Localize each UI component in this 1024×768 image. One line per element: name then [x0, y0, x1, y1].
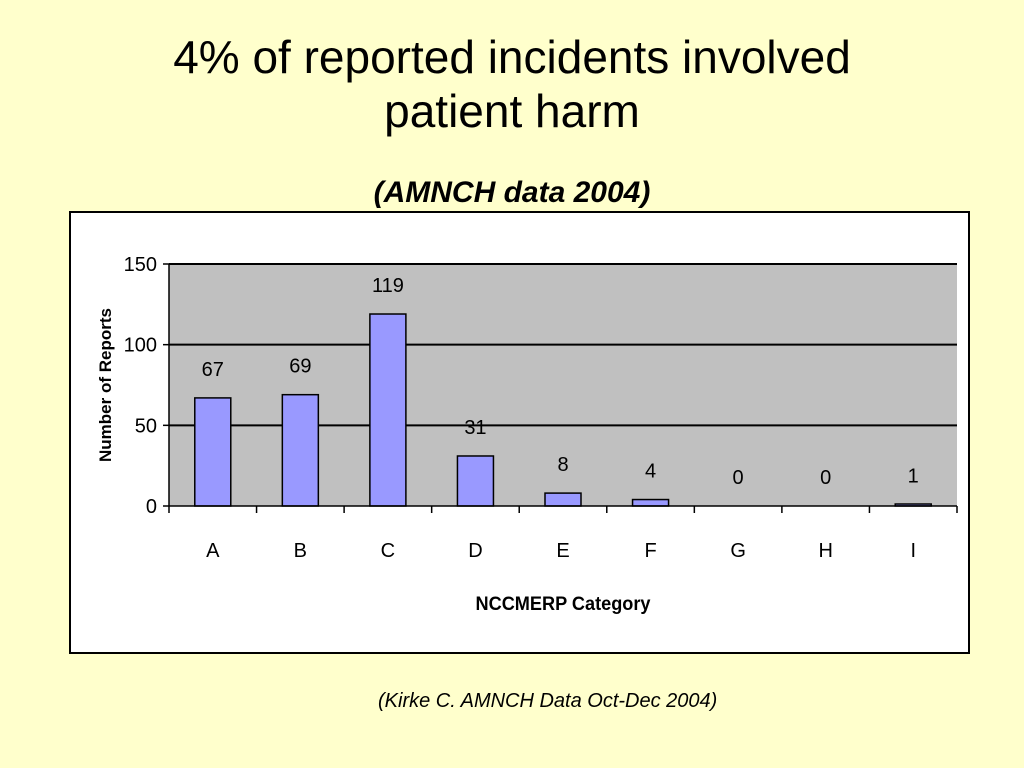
data-label-D: 31 — [464, 417, 486, 439]
x-tick-label: E — [556, 540, 569, 562]
bar-E — [544, 492, 582, 507]
x-tick-label: C — [381, 540, 395, 562]
y-axis-label: Number of Reports — [96, 308, 115, 462]
bars — [194, 313, 932, 507]
x-axis-label: NCCMERP Category — [476, 594, 651, 615]
y-tick-label: 100 — [124, 335, 157, 357]
x-tick-label: I — [910, 540, 916, 562]
data-label-F: 4 — [645, 461, 656, 483]
data-labels: 67 69 119 31 8 4 0 0 1 — [202, 275, 919, 489]
citation: (Kirke C. AMNCH Data Oct-Dec 2004) — [378, 690, 718, 712]
bar-chart: 67 69 119 31 8 4 0 0 1 0 50 100 150 A B C D E F G H I Number… — [96, 254, 958, 615]
data-label-I: 1 — [908, 465, 919, 487]
bar-C — [369, 313, 407, 507]
bar-B — [281, 393, 320, 507]
bar-D — [456, 455, 495, 507]
y-tick-label: 50 — [135, 415, 157, 437]
data-label-C: 119 — [372, 275, 404, 297]
x-tick-label: B — [294, 540, 307, 562]
chart-frame: 67 69 119 31 8 4 0 0 1 0 50 100 150 A B C D E F G H I Number… — [69, 211, 970, 654]
x-tick-label: F — [644, 540, 656, 562]
data-label-G: 0 — [733, 467, 744, 489]
data-label-B: 69 — [289, 356, 311, 378]
slide-title: 4% of reported incidents involved patien… — [0, 30, 1024, 138]
x-tick-label: H — [818, 540, 832, 562]
x-tick-label: D — [468, 540, 482, 562]
slide-title-line-2: patient harm — [384, 85, 640, 137]
bar-A — [194, 397, 232, 507]
x-tick-label: A — [206, 540, 220, 562]
slide-title-line-1: 4% of reported incidents involved — [173, 31, 851, 83]
data-label-A: 67 — [202, 359, 224, 381]
data-label-H: 0 — [820, 467, 831, 489]
data-label-E: 8 — [557, 454, 568, 476]
bar-F — [631, 498, 670, 507]
y-tick-label: 150 — [124, 254, 157, 276]
x-tick-label: G — [730, 540, 746, 562]
slide-subtitle: (AMNCH data 2004) — [373, 176, 651, 209]
y-tick-label: 0 — [146, 496, 157, 518]
